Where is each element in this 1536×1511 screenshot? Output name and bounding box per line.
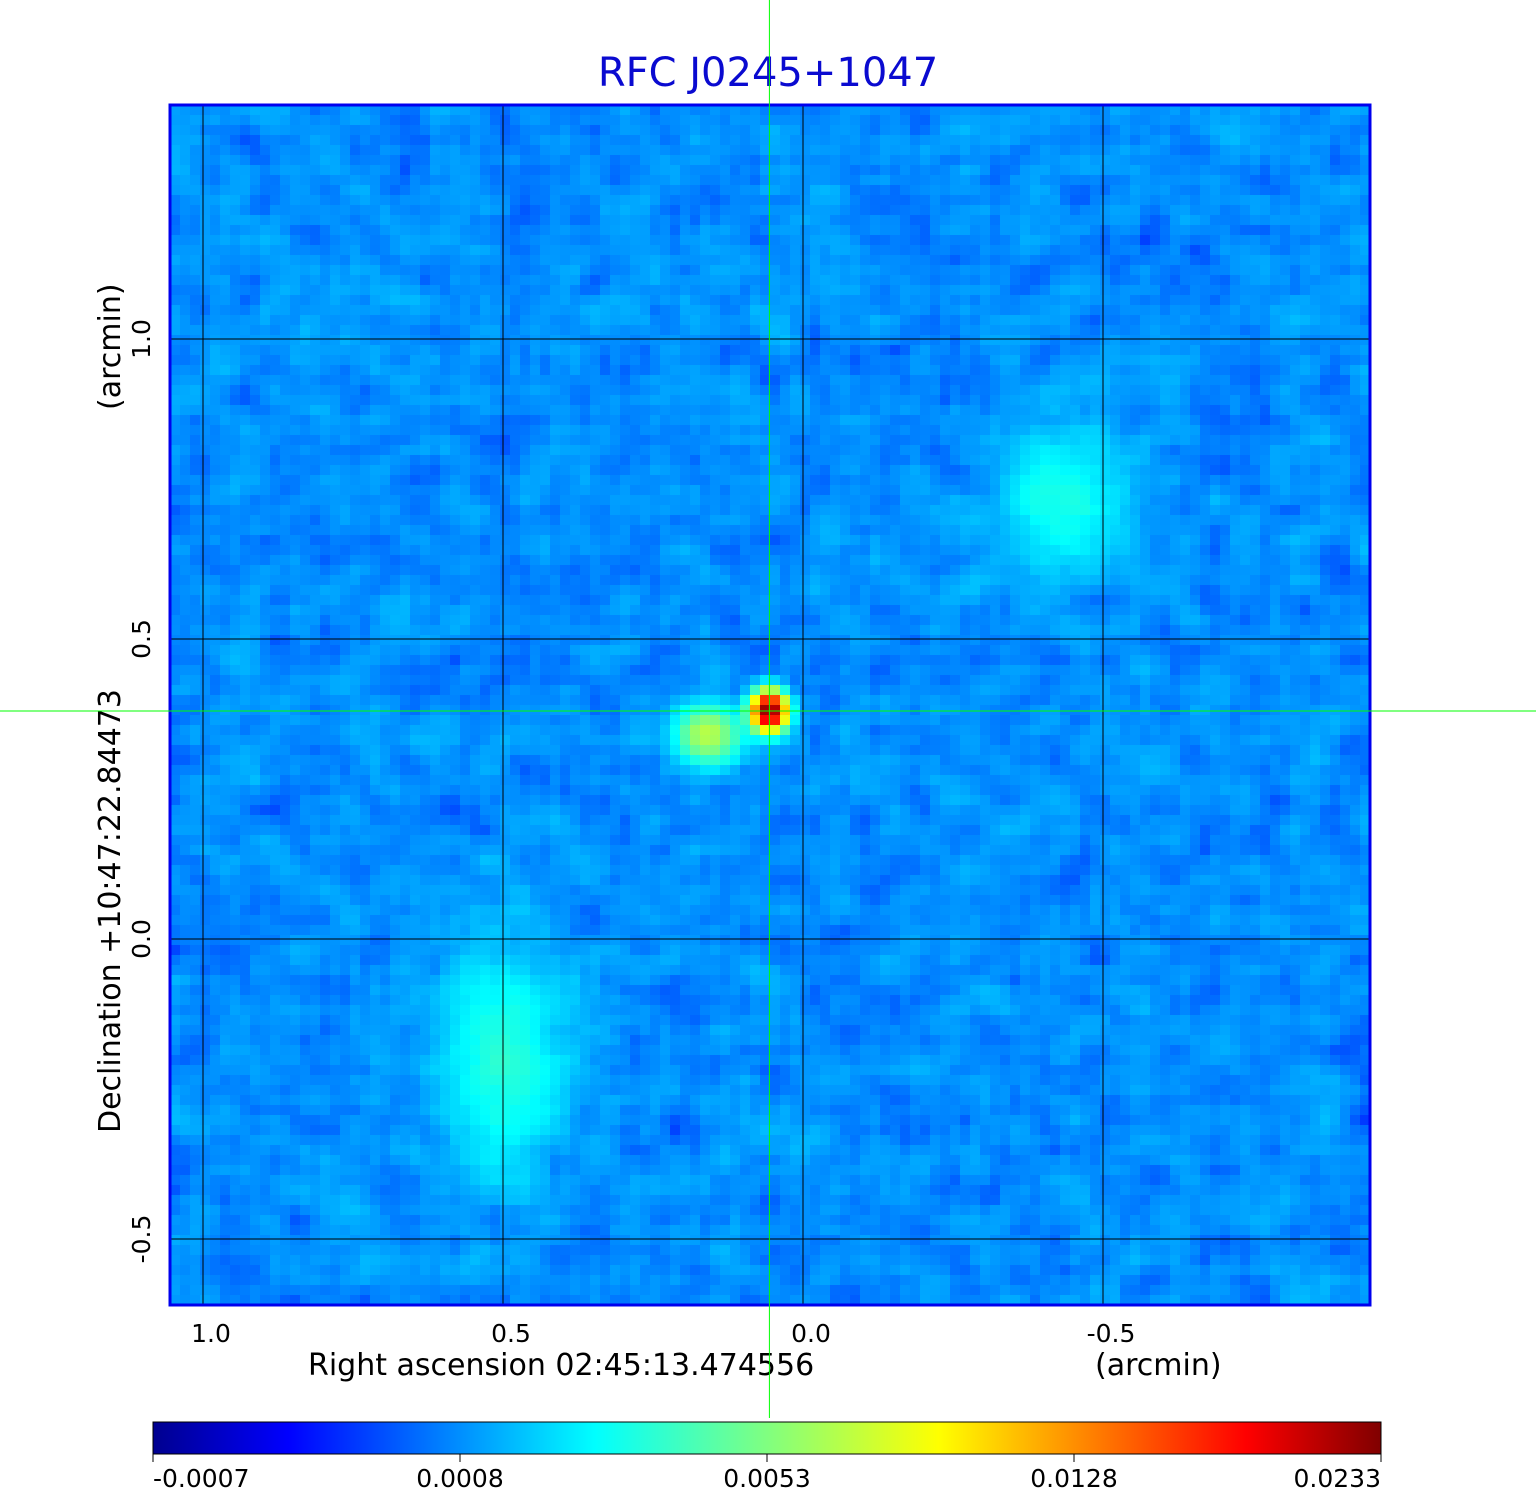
colorbar-tick-label-0: -0.0007 [153, 1464, 250, 1493]
grid-lines [170, 105, 1370, 1305]
colorbar-tick-label-2: 0.0053 [723, 1464, 810, 1493]
x-axis-label: Right ascension 02:45:13.474556 [308, 1348, 814, 1383]
colorbar-tick-label-4: 0.0233 [1294, 1464, 1381, 1493]
y-axis-unit: (arcmin) [93, 283, 128, 410]
plot-frame [168, 103, 1372, 1307]
crosshair [0, 0, 1536, 1418]
x-tick-label-0: 1.0 [191, 1319, 231, 1348]
plot-area [168, 103, 1372, 1307]
x-axis-unit: (arcmin) [1095, 1348, 1222, 1383]
y-tick-label-3: -0.5 [127, 1215, 156, 1264]
colorbar-tick-label-1: 0.0008 [416, 1464, 503, 1493]
x-tick-label-2: 0.0 [791, 1319, 831, 1348]
y-tick-label-0: 1.0 [127, 319, 156, 359]
y-tick-labels: 1.0 0.5 0.0 -0.5 [127, 319, 156, 1263]
x-tick-labels: 1.0 0.5 0.0 -0.5 [191, 1319, 1135, 1348]
colorbar-tick-labels: -0.0007 0.0008 0.0053 0.0128 0.0233 [152, 1454, 1382, 1493]
chart-title: RFC J0245+1047 [598, 50, 938, 96]
heatmap-image [170, 105, 1370, 1305]
x-tick-label-3: -0.5 [1087, 1319, 1136, 1348]
colorbar-tick-label-3: 0.0128 [1030, 1464, 1117, 1493]
colorbar: -0.0007 0.0008 0.0053 0.0128 0.0233 [152, 1421, 1382, 1493]
y-tick-label-2: 0.0 [127, 919, 156, 959]
colorbar-gradient [152, 1421, 1382, 1455]
y-tick-label-1: 0.5 [127, 619, 156, 659]
x-tick-label-1: 0.5 [491, 1319, 531, 1348]
y-axis-label: Declination +10:47:22.84473 [93, 689, 128, 1133]
